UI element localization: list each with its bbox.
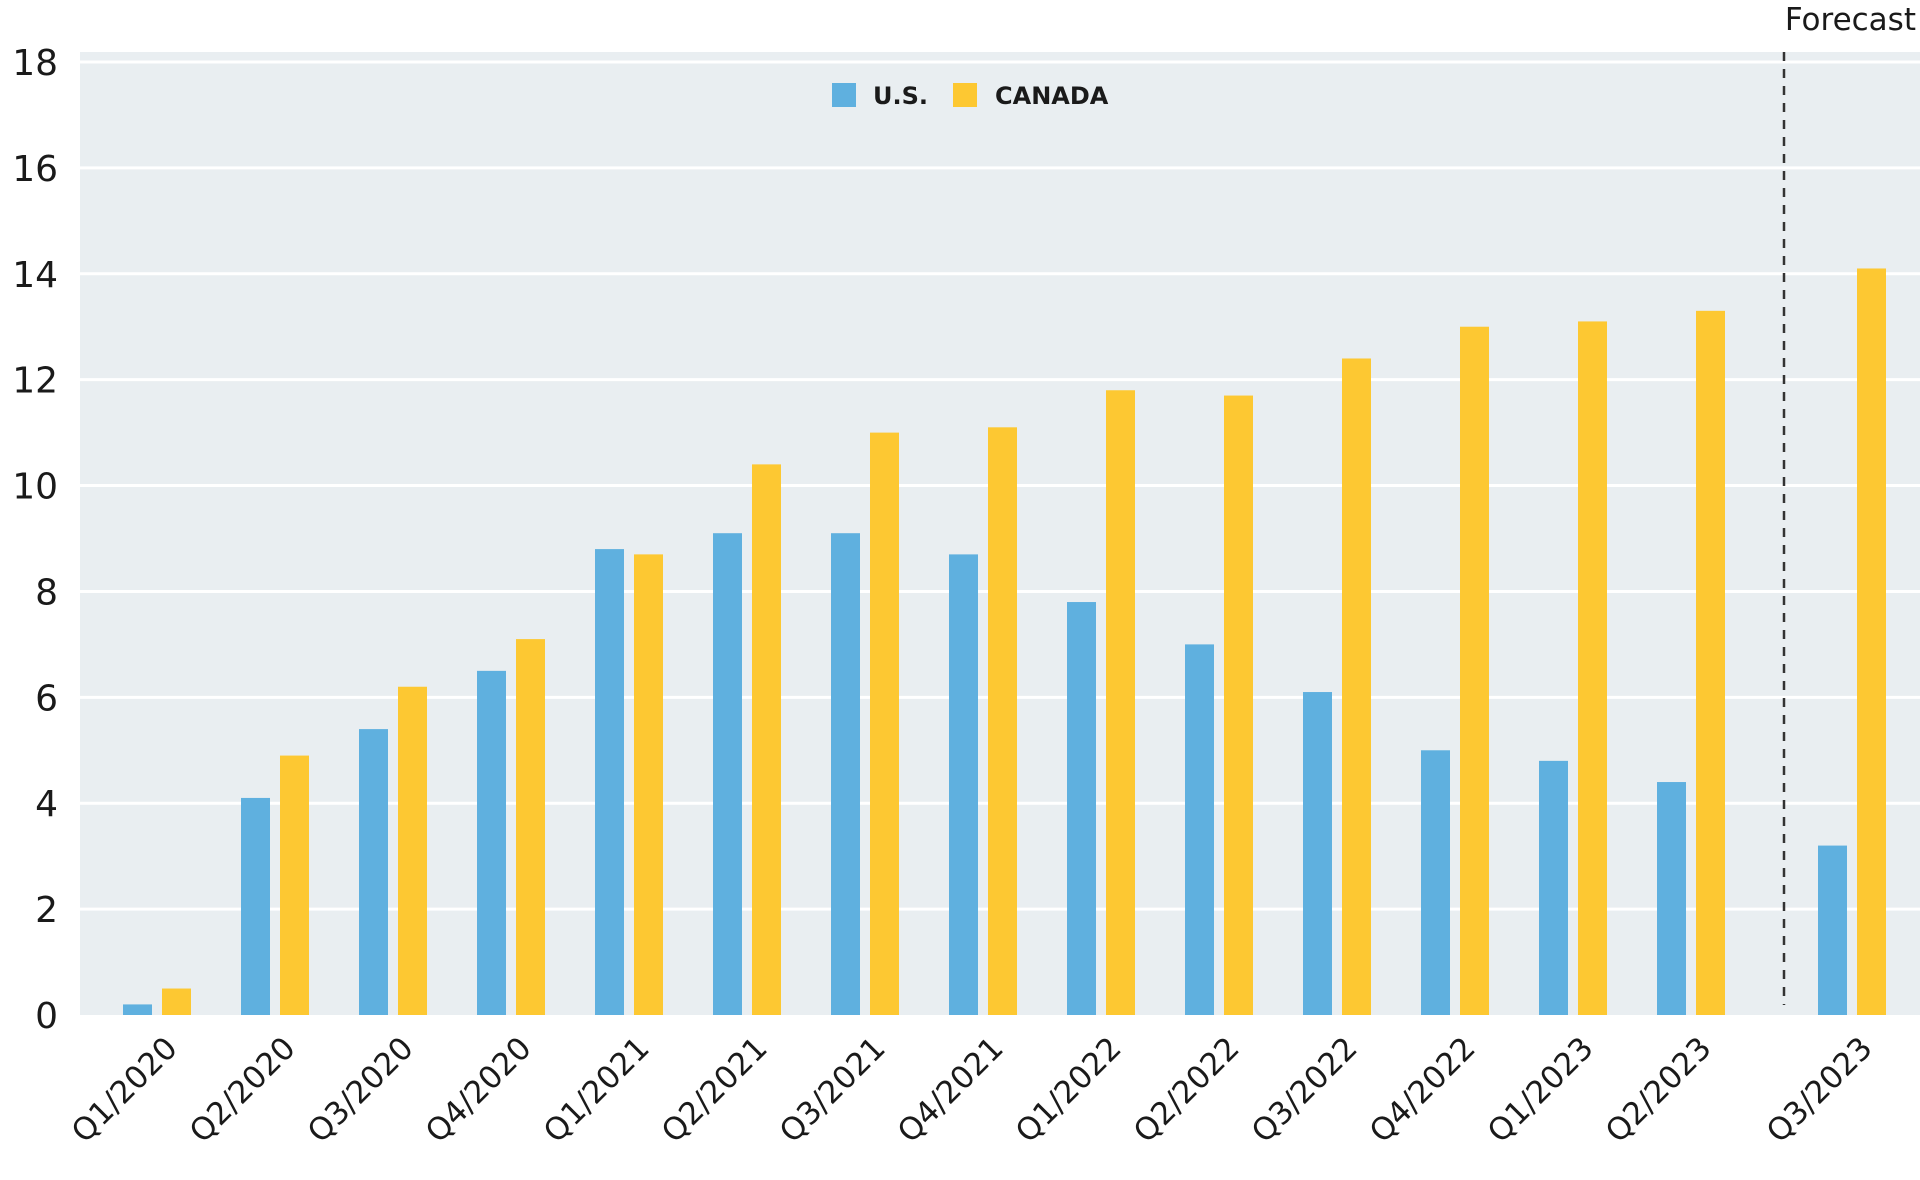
y-tick-label: 12 [12,361,58,402]
bar-us [1303,692,1332,1015]
x-category-label: Q2/2020 [183,1030,303,1150]
bar-canada [870,432,899,1016]
y-axis-ticks: 0 2 4 6 8 10 12 14 16 18 [12,43,58,1037]
bar-canada [988,427,1017,1016]
bar-us [713,533,742,1015]
bar-us [1067,602,1096,1015]
y-tick-label: 10 [12,467,58,508]
x-category-label: Q1/2021 [537,1030,657,1150]
bar-us [477,670,506,1015]
x-category-label: Q1/2023 [1481,1030,1601,1150]
legend-label-canada: CANADA [995,82,1109,110]
legend-swatch-us [832,83,856,107]
legend-swatch-canada [953,83,977,107]
y-tick-label: 16 [12,149,58,190]
bar-us [359,729,388,1015]
x-category-label: Q3/2022 [1245,1030,1365,1150]
x-category-label: Q2/2021 [655,1030,775,1150]
bar-us [595,549,624,1015]
bar-us [1539,760,1568,1015]
x-category-label: Q2/2022 [1127,1030,1247,1150]
bar-canada [398,686,427,1015]
bar-canada [516,639,545,1015]
y-tick-label: 18 [12,43,58,84]
x-category-label: Q4/2020 [419,1030,539,1150]
bar-us [1818,845,1847,1015]
y-tick-label: 0 [35,996,58,1037]
bar-canada [280,755,309,1015]
bar-us [831,533,860,1015]
forecast-label: Forecast [1785,2,1916,38]
x-category-label: Q3/2023 [1760,1030,1880,1150]
legend-label-us: U.S. [873,82,928,110]
bar-canada [1460,326,1489,1015]
bar-us [1185,644,1214,1015]
x-category-label: Q2/2023 [1599,1030,1719,1150]
bar-us [1657,782,1686,1015]
bar-canada [1342,358,1371,1015]
bar-canada [752,464,781,1015]
y-tick-label: 2 [35,890,58,931]
bars [123,268,1886,1016]
y-tick-label: 8 [35,572,58,613]
bar-canada [1857,268,1886,1015]
x-axis-labels: Q1/2020Q2/2020Q3/2020Q4/2020Q1/2021Q2/20… [65,1030,1880,1150]
bar-canada [162,988,191,1015]
x-category-label: Q3/2020 [301,1030,421,1150]
x-category-label: Q3/2021 [773,1030,893,1150]
y-tick-label: 6 [35,678,58,719]
x-category-label: Q1/2020 [65,1030,185,1150]
y-tick-label: 14 [12,255,58,296]
bar-us [949,554,978,1015]
x-category-label: Q4/2021 [891,1030,1011,1150]
bar-us [1421,750,1450,1015]
x-category-label: Q1/2022 [1009,1030,1129,1150]
legend: U.S. CANADA [832,82,1109,110]
bar-us [123,1004,152,1015]
bar-canada [1696,310,1725,1016]
y-tick-label: 4 [35,784,58,825]
bar-canada [1224,395,1253,1015]
bar-canada [1578,321,1607,1016]
bar-us [241,797,270,1015]
bar-canada [1106,390,1135,1015]
x-category-label: Q4/2022 [1363,1030,1483,1150]
bar-canada [634,554,663,1015]
